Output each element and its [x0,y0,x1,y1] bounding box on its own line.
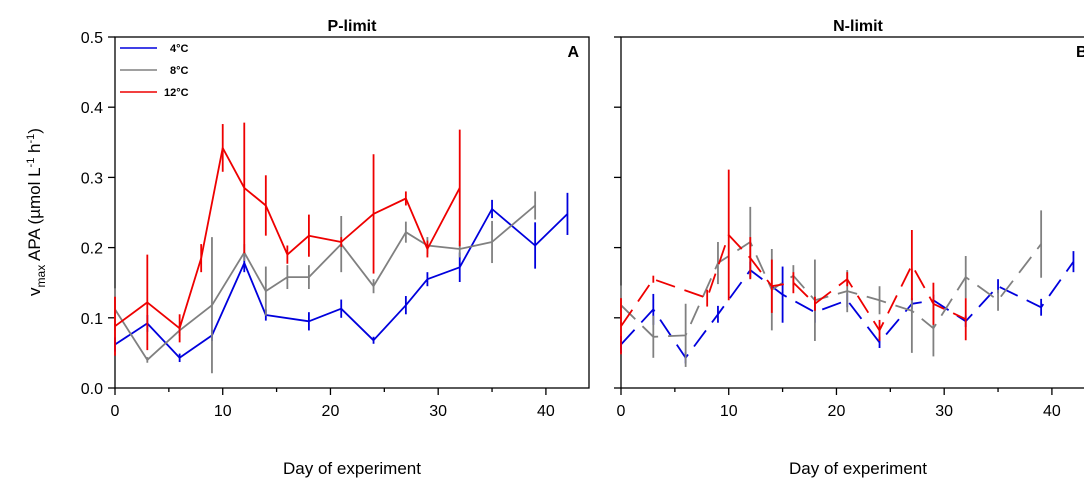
x-tick-label: 40 [537,403,555,420]
x-tick-label: 30 [429,403,447,420]
y-title-sup1: -1 [25,158,37,168]
panel-b-x-ticks: 0 10 20 30 40 [617,388,1061,420]
panel-b-x-axis-title: Day of experiment [789,459,927,478]
series-line [620,241,1042,338]
x-tick-label: 30 [935,403,953,420]
y-title-h: h [25,143,44,157]
series-line [114,147,461,330]
x-tick-label: 0 [617,403,626,420]
panel-a-x-ticks: 0 10 20 30 40 [111,388,555,420]
legend-label-4c: 4°C [170,43,189,55]
y-tick-label: 0.3 [81,170,103,187]
panel-a-y-axis-title: vmax APA (µmol L-1 h-1) [25,128,48,296]
y-tick-label: 0.0 [81,381,103,398]
y-tick-label: 0.2 [81,241,103,258]
panel-b: N-limit B Day of experiment 0 10 20 30 40 [614,18,1084,478]
panel-a-y-ticks: 0.0 0.1 0.2 0.3 0.4 0.5 [81,30,115,398]
panel-b-y-ticks [614,36,621,389]
panel-b-series [620,169,1075,367]
y-title-sup2: -1 [25,134,37,144]
panel-b-letter: B [1076,44,1084,61]
y-title-main: APA (µmol L [25,167,44,264]
x-tick-label: 0 [111,403,120,420]
series-line [620,261,1075,359]
y-title-close: ) [25,128,44,134]
x-tick-label: 10 [720,403,738,420]
y-title-sub: max [34,265,48,288]
y-tick-label: 0.1 [81,311,103,328]
panel-a-frame [114,36,590,389]
panel-a-letter: A [567,44,579,61]
legend-label-8c: 8°C [170,65,189,77]
y-tick-label: 0.4 [81,100,103,117]
panel-a-title: P-limit [328,18,378,35]
panel-b-title: N-limit [833,18,883,35]
x-tick-label: 20 [828,403,846,420]
series-line [114,204,536,361]
y-title-v: v [25,287,44,296]
x-tick-label: 40 [1043,403,1061,420]
y-tick-label: 0.5 [81,30,103,47]
legend-label-12c: 12°C [164,87,189,99]
panel-a-series [114,122,569,374]
panel-a: P-limit A Day of experiment vmax APA (µm… [25,18,590,478]
panel-b-frame [620,36,1084,389]
legend: 4°C 8°C 12°C [120,43,189,99]
panel-a-x-axis-title: Day of experiment [283,459,421,478]
x-tick-label: 10 [214,403,232,420]
x-tick-label: 20 [322,403,340,420]
